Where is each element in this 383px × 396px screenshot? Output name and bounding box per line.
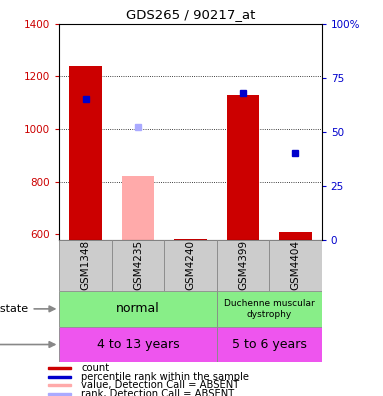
Bar bbox=[112, 240, 164, 291]
Text: 4 to 13 years: 4 to 13 years bbox=[97, 338, 179, 351]
Text: disease state: disease state bbox=[0, 304, 55, 314]
Text: 5 to 6 years: 5 to 6 years bbox=[232, 338, 307, 351]
Bar bbox=[217, 240, 269, 291]
Bar bbox=[217, 327, 322, 362]
Bar bbox=[217, 291, 322, 327]
Text: normal: normal bbox=[116, 303, 160, 315]
Bar bbox=[174, 238, 207, 240]
Bar bbox=[59, 327, 217, 362]
Text: percentile rank within the sample: percentile rank within the sample bbox=[82, 372, 249, 382]
Bar bbox=[47, 376, 71, 378]
Bar bbox=[47, 384, 71, 386]
Bar bbox=[59, 291, 217, 327]
Bar bbox=[122, 176, 154, 240]
Text: count: count bbox=[82, 364, 110, 373]
Bar bbox=[69, 66, 102, 240]
Text: GSM4399: GSM4399 bbox=[238, 240, 248, 290]
Title: GDS265 / 90217_at: GDS265 / 90217_at bbox=[126, 8, 255, 21]
Bar bbox=[47, 367, 71, 369]
Text: GSM4235: GSM4235 bbox=[133, 240, 143, 290]
Bar bbox=[269, 240, 322, 291]
Text: GSM1348: GSM1348 bbox=[80, 240, 91, 290]
Bar bbox=[59, 240, 112, 291]
Bar bbox=[47, 392, 71, 395]
Bar bbox=[227, 95, 259, 240]
Text: GSM4404: GSM4404 bbox=[290, 240, 301, 290]
Bar bbox=[279, 232, 312, 240]
Text: Duchenne muscular
dystrophy: Duchenne muscular dystrophy bbox=[224, 299, 314, 318]
Bar bbox=[164, 240, 217, 291]
Text: age: age bbox=[0, 339, 55, 350]
Text: GSM4240: GSM4240 bbox=[185, 240, 196, 290]
Text: rank, Detection Call = ABSENT: rank, Detection Call = ABSENT bbox=[82, 388, 235, 396]
Text: value, Detection Call = ABSENT: value, Detection Call = ABSENT bbox=[82, 380, 240, 390]
